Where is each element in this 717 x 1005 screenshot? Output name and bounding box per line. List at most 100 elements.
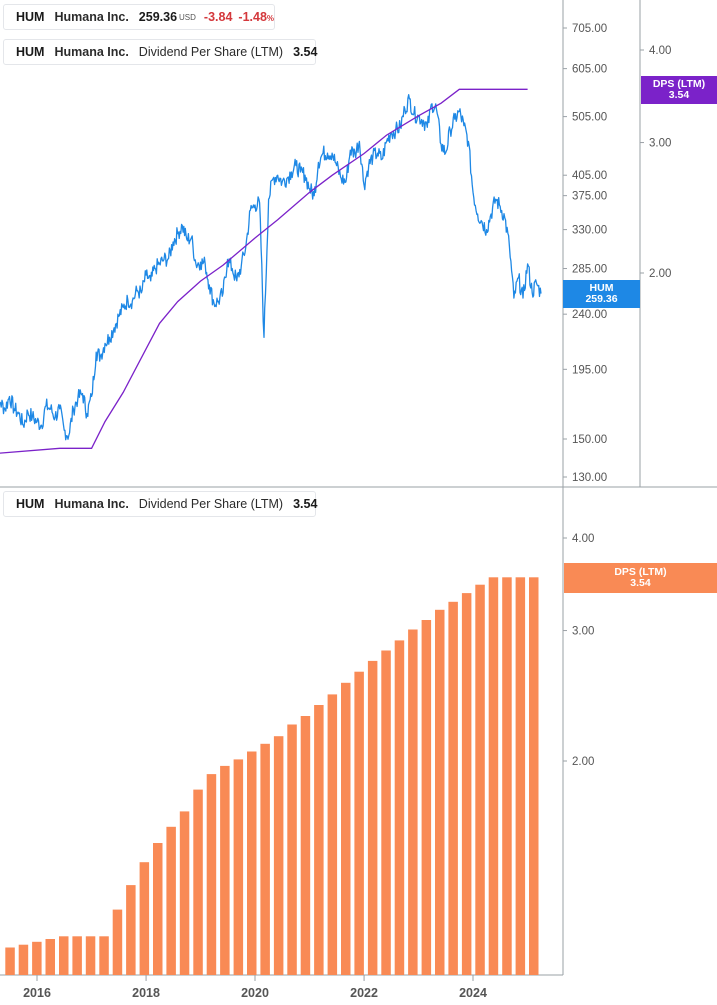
legend-dps-bottom-ticker: HUM xyxy=(16,497,45,511)
dps-bar xyxy=(206,774,217,975)
dps-bar xyxy=(233,759,244,975)
dps-bar xyxy=(381,650,391,975)
dps-bar xyxy=(354,671,364,975)
dps-bar xyxy=(529,577,539,975)
legend-dps-top-company: Humana Inc. xyxy=(54,45,129,59)
dps-bottom-axis-ticks: 4.00 3.00 2.00 xyxy=(563,533,594,768)
legend-price-change-pct-value: -1.48 xyxy=(238,10,267,24)
dps-bar xyxy=(515,577,526,975)
dps-bar xyxy=(193,789,203,975)
price-tick-label: 285.00 xyxy=(572,264,607,276)
dps-top-tick-label: 4.00 xyxy=(649,45,671,57)
price-tag-ticker: HUM xyxy=(589,282,614,294)
legend-price[interactable]: HUM Humana Inc. 259.36 USD -3.84 -1.48% xyxy=(3,4,275,30)
dps-bar xyxy=(260,743,270,975)
dps-bar xyxy=(287,724,297,975)
price-tick-label: 150.00 xyxy=(572,434,607,446)
dps-bottom-tick-label: 2.00 xyxy=(572,756,594,768)
dps-top-tag-label: DPS (LTM) xyxy=(652,78,706,90)
legend-price-value: 259.36 xyxy=(138,10,178,24)
dps-bar xyxy=(421,620,432,975)
dps-bar xyxy=(327,694,338,975)
x-tick-label: 2018 xyxy=(132,986,160,1000)
price-tick-label: 405.00 xyxy=(572,170,607,182)
x-tick-label: 2016 xyxy=(23,986,51,1000)
dps-top-value-tag: DPS (LTM) 3.54 xyxy=(641,76,717,104)
dps-bar xyxy=(273,736,284,975)
price-axis-ticks: 705.00 605.00 505.00 405.00 375.00 330.00 285.… xyxy=(563,23,607,484)
legend-dps-top-ticker: HUM xyxy=(16,45,45,59)
dps-bar xyxy=(367,660,378,975)
legend-price-change-pct: -1.48% xyxy=(238,10,274,24)
x-tick-label: 2020 xyxy=(241,986,269,1000)
dps-bar xyxy=(99,936,109,975)
price-tick-label: 505.00 xyxy=(572,112,607,124)
dps-bar xyxy=(488,577,499,975)
dps-bar-series xyxy=(5,577,539,975)
dps-top-tick-label: 3.00 xyxy=(649,138,671,150)
dps-bar xyxy=(112,909,123,975)
dps-bar xyxy=(475,584,485,975)
dps-bar xyxy=(18,944,29,975)
dps-bar xyxy=(59,936,69,975)
x-tick-label: 2024 xyxy=(459,986,487,1000)
dps-line-series xyxy=(0,88,528,454)
dps-top-tag-value: 3.54 xyxy=(668,89,690,101)
dps-bar xyxy=(220,765,230,975)
dps-bar xyxy=(5,947,15,975)
dps-bar xyxy=(502,577,512,975)
legend-dps-bottom-company: Humana Inc. xyxy=(54,497,129,511)
dps-bar xyxy=(435,609,445,975)
price-tick-label: 130.00 xyxy=(572,472,607,484)
price-tick-label: 195.00 xyxy=(572,364,607,376)
dps-line xyxy=(0,88,528,454)
price-tick-label: 605.00 xyxy=(572,64,607,76)
dps-bottom-value-tag: DPS (LTM) 3.54 xyxy=(564,563,717,593)
dps-bar xyxy=(72,936,82,975)
dps-bar xyxy=(461,593,472,975)
price-series xyxy=(0,94,542,441)
price-tag-value: 259.36 xyxy=(585,293,618,305)
dps-bar xyxy=(139,862,150,975)
dps-bar xyxy=(247,751,257,975)
price-tick-label: 375.00 xyxy=(572,191,607,203)
dps-bottom-tag-label: DPS (LTM) xyxy=(614,566,667,578)
legend-price-change: -3.84 xyxy=(203,10,233,24)
price-tick-label: 240.00 xyxy=(572,309,607,321)
dps-bottom-tick-label: 3.00 xyxy=(572,626,594,638)
dps-bar xyxy=(32,941,42,975)
dps-bar xyxy=(126,885,136,975)
legend-dps-top-value: 3.54 xyxy=(293,45,318,59)
dps-top-axis-ticks: 4.00 3.00 2.00 xyxy=(640,45,671,280)
dps-bar xyxy=(314,705,324,975)
x-tick-label: 2022 xyxy=(350,986,378,1000)
legend-dps-bottom[interactable]: HUM Humana Inc. Dividend Per Share (LTM)… xyxy=(3,491,318,517)
legend-dps-top-metric: Dividend Per Share (LTM) xyxy=(138,45,284,59)
dps-top-tick-label: 2.00 xyxy=(649,268,671,280)
dps-bar xyxy=(408,629,418,975)
dps-bar xyxy=(166,826,176,975)
dps-bar xyxy=(341,682,351,975)
dps-bar xyxy=(448,601,458,975)
legend-dps-bottom-value: 3.54 xyxy=(293,497,318,511)
dps-bar xyxy=(394,640,405,975)
dps-bar xyxy=(45,939,55,975)
legend-price-company: Humana Inc. xyxy=(54,10,129,24)
dps-bar xyxy=(179,811,190,975)
dps-bottom-tick-label: 4.00 xyxy=(572,533,594,545)
legend-price-pct-symbol: % xyxy=(266,14,275,23)
legend-dps-top[interactable]: HUM Humana Inc. Dividend Per Share (LTM)… xyxy=(3,39,318,65)
price-tick-label: 330.00 xyxy=(572,225,607,237)
dps-bar xyxy=(153,843,163,975)
price-tick-label: 705.00 xyxy=(572,23,607,35)
price-line xyxy=(0,94,542,441)
dps-bar xyxy=(300,716,311,975)
x-axis-ticks: 2016 2018 2020 2022 2024 xyxy=(23,975,487,1000)
legend-price-ticker: HUM xyxy=(16,10,45,24)
legend-price-currency: USD xyxy=(179,12,196,22)
dps-bar xyxy=(85,936,96,975)
legend-dps-bottom-metric: Dividend Per Share (LTM) xyxy=(138,497,284,511)
dps-bottom-tag-value: 3.54 xyxy=(630,577,651,589)
price-value-tag: HUM 259.36 xyxy=(563,280,640,308)
